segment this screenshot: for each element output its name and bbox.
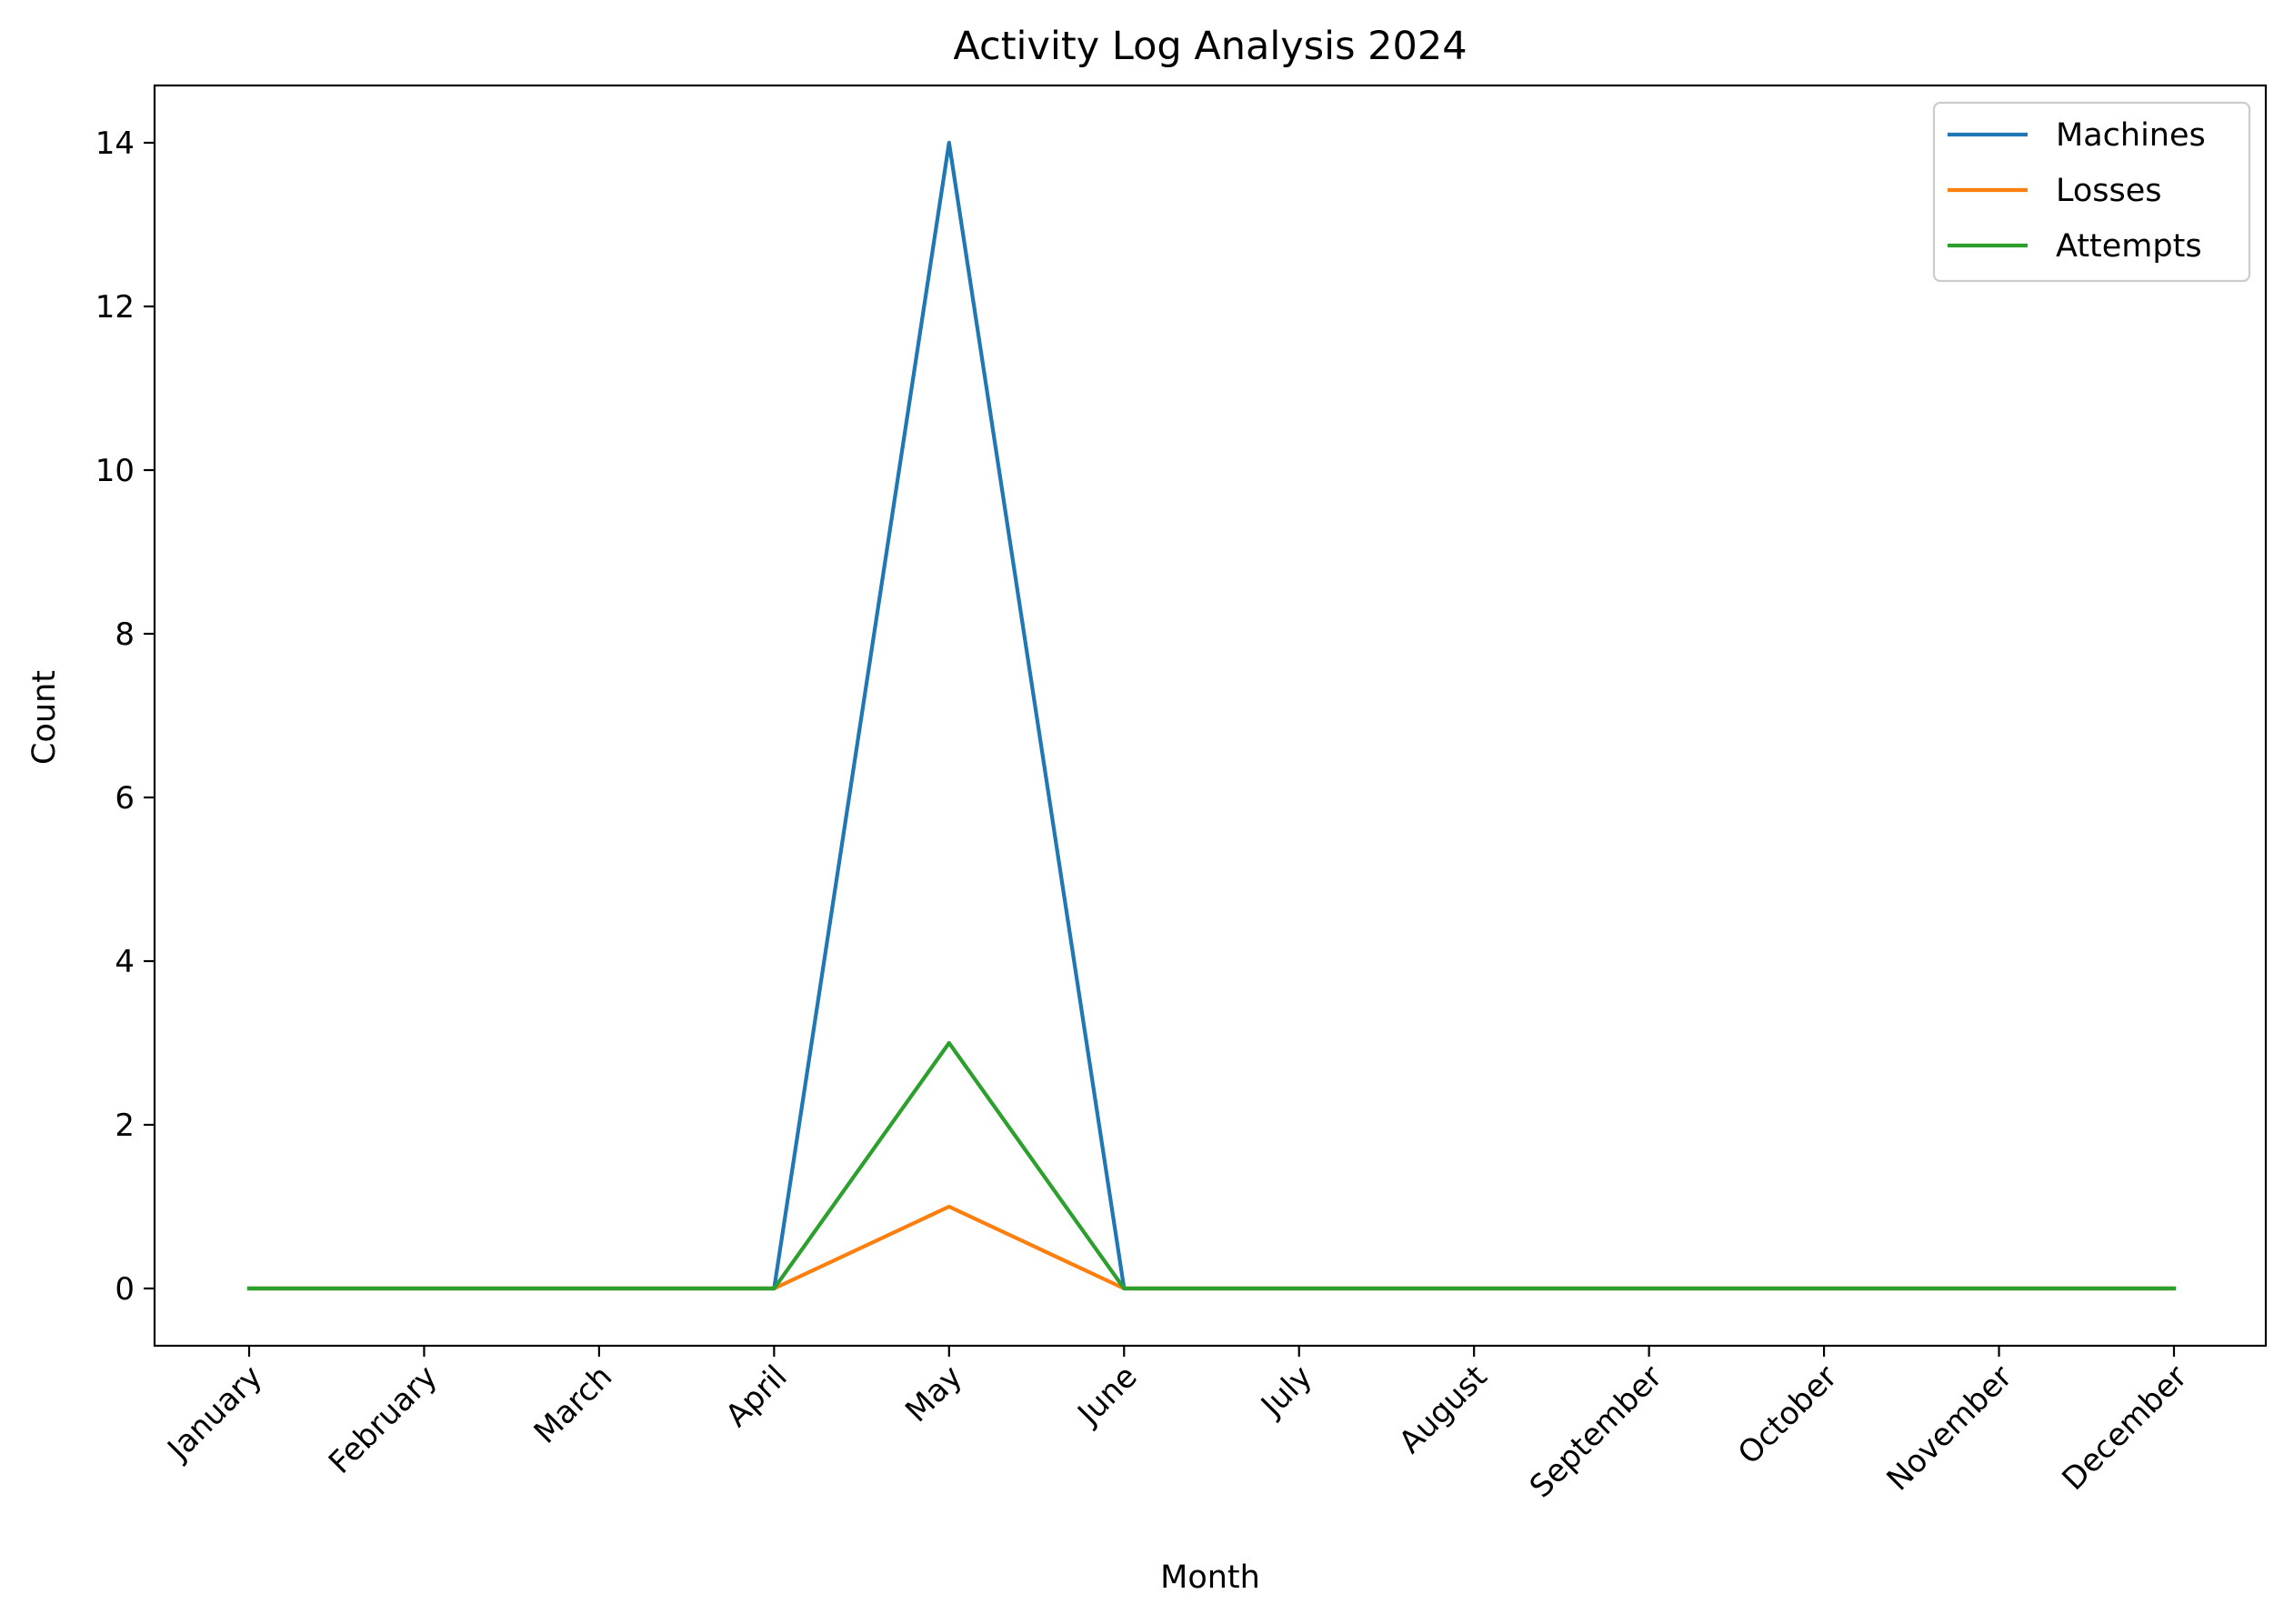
x-tick-label: August <box>1392 1358 1494 1460</box>
y-tick-label: 14 <box>95 125 135 162</box>
x-axis-label: Month <box>1160 1559 1260 1596</box>
x-tick-label: February <box>322 1358 445 1481</box>
y-tick-label: 4 <box>115 944 135 980</box>
series-line-attempts <box>246 1040 2177 1291</box>
series-line-machines <box>246 140 2177 1291</box>
legend-label-losses: Losses <box>2056 173 2162 209</box>
x-tick-label: October <box>1731 1358 1845 1472</box>
x-tick-label: March <box>527 1358 620 1451</box>
legend: Machines Losses Attempts <box>1932 101 2251 283</box>
y-axis-label: Count <box>26 670 63 765</box>
x-tick-label: January <box>160 1358 270 1469</box>
x-tick-label: July <box>1253 1358 1319 1425</box>
x-tick-label: June <box>1070 1358 1145 1433</box>
x-tick-label: November <box>1880 1358 2019 1498</box>
plot-area <box>246 140 2177 1291</box>
x-tick-label: May <box>898 1358 969 1429</box>
legend-label-machines: Machines <box>2056 117 2206 154</box>
legend-box <box>1932 101 2251 283</box>
x-tick-label: September <box>1523 1358 1669 1505</box>
y-tick-label: 2 <box>115 1108 135 1144</box>
y-tick-label: 12 <box>95 289 135 326</box>
y-tick-label: 8 <box>115 617 135 653</box>
y-tick-label: 10 <box>95 453 135 489</box>
plot-frame <box>153 84 2268 1348</box>
x-tick-label: December <box>2055 1358 2194 1498</box>
axes: 0 2 4 6 8 10 12 14 January February March April May J… <box>95 84 2268 1505</box>
y-tick-label: 0 <box>115 1271 135 1308</box>
y-tick-label: 6 <box>115 780 135 817</box>
legend-label-attempts: Attempts <box>2056 228 2202 265</box>
x-tick-label: April <box>718 1358 794 1434</box>
chart-title: Activity Log Analysis 2024 <box>953 24 1467 69</box>
series-line-losses <box>246 1204 2177 1291</box>
